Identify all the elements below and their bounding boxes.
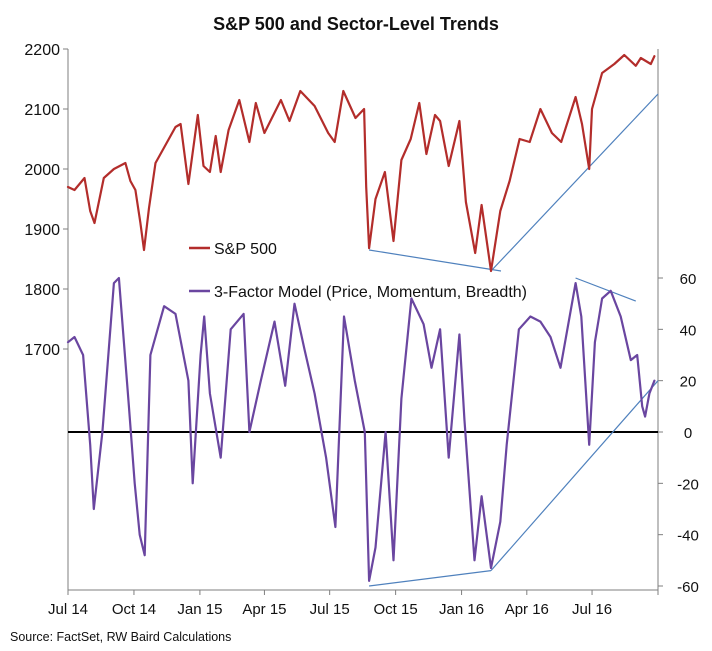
x-axis-tick-label: Jul 14 — [48, 601, 88, 618]
x-axis-tick-label: Jul 15 — [310, 601, 350, 618]
right-axis-tick-label: -40 — [677, 528, 699, 545]
legend-label: 3-Factor Model (Price, Momentum, Breadth… — [214, 284, 527, 301]
sp500-series-line — [66, 53, 656, 273]
right-axis-tick-label: -20 — [677, 476, 699, 493]
right-axis-tick-label: 60 — [680, 271, 697, 288]
x-axis-tick-label: Jan 16 — [439, 601, 484, 618]
trend-line — [369, 570, 492, 587]
right-axis-tick-label: 20 — [680, 374, 697, 391]
left-axis-tick-label: 2000 — [24, 162, 60, 179]
source-note: Source: FactSet, RW Baird Calculations — [10, 630, 232, 644]
left-axis-tick-label: 2200 — [24, 42, 60, 59]
left-axis-tick-label: 1800 — [24, 282, 60, 299]
left-axis-tick-label: 2100 — [24, 102, 60, 119]
right-axis-tick-label: 0 — [684, 425, 692, 442]
x-axis-tick-label: Jan 15 — [177, 601, 222, 618]
right-axis-tick-label: -60 — [677, 579, 699, 596]
left-axis-tick-label: 1900 — [24, 222, 60, 239]
right-axis-tick-label: 40 — [680, 322, 697, 339]
model-series-line — [66, 276, 656, 583]
left-axis-tick-label: 1700 — [24, 342, 60, 359]
trend-line — [490, 380, 659, 571]
chart-title: S&P 500 and Sector-Level Trends — [213, 14, 499, 34]
legend-label: S&P 500 — [214, 241, 277, 258]
trend-line — [368, 249, 502, 272]
x-axis-tick-label: Apr 16 — [505, 601, 549, 618]
x-axis-tick-label: Apr 15 — [242, 601, 286, 618]
x-axis-tick-label: Oct 15 — [374, 601, 418, 618]
trend-line — [490, 93, 659, 272]
x-axis-tick-label: Jul 16 — [572, 601, 612, 618]
x-axis-tick-label: Oct 14 — [112, 601, 156, 618]
trend-line — [575, 277, 636, 302]
